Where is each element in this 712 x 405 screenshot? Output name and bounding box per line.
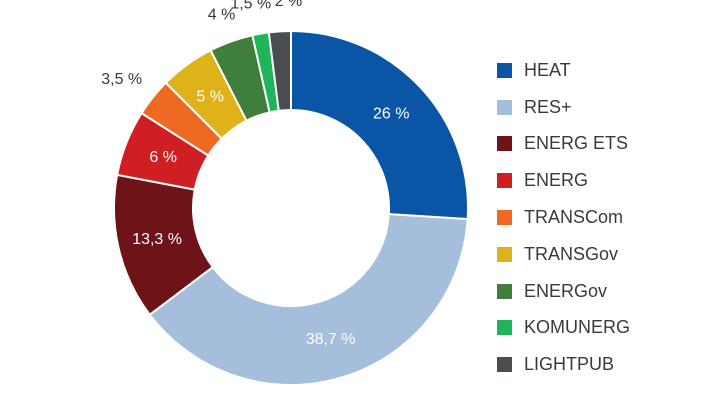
legend: HEAT RES+ ENERG ETS ENERG TRANSCom TRANSGov EN… xyxy=(497,52,697,383)
legend-swatch xyxy=(497,62,512,78)
legend-label: TRANSGov xyxy=(524,243,619,264)
legend-item: LIGHTPUB xyxy=(497,346,697,383)
legend-swatch xyxy=(497,173,512,189)
legend-swatch xyxy=(497,136,512,152)
data-label-transgov: 5 % xyxy=(196,88,224,105)
legend-label: KOMUNERG xyxy=(524,317,631,338)
legend-label: LIGHTPUB xyxy=(524,354,615,375)
legend-label: RES+ xyxy=(524,96,572,117)
data-label-energov: 4 % xyxy=(208,6,236,23)
legend-swatch xyxy=(497,283,512,299)
legend-swatch xyxy=(497,246,512,262)
legend-label: ENERG ETS xyxy=(524,133,629,154)
slice-res- xyxy=(148,213,469,386)
data-label-heat: 26 % xyxy=(373,105,409,122)
data-label-energ-ets: 13,3 % xyxy=(132,231,182,248)
legend-label: TRANSCom xyxy=(524,207,624,228)
data-label-res-: 38,7 % xyxy=(306,331,356,348)
slice-heat xyxy=(290,29,469,221)
legend-item: ENERG xyxy=(497,162,697,199)
data-label-transcom: 3,5 % xyxy=(101,71,142,88)
legend-swatch xyxy=(497,357,512,373)
legend-swatch xyxy=(497,320,512,336)
legend-item: ENERGov xyxy=(497,273,697,310)
legend-item: ENERG ETS xyxy=(497,126,697,163)
legend-item: HEAT xyxy=(497,52,697,89)
slice-lightpub xyxy=(267,29,292,112)
legend-label: ENERGov xyxy=(524,280,608,301)
legend-swatch xyxy=(497,99,512,115)
legend-item: TRANSGov xyxy=(497,236,697,273)
legend-label: ENERG xyxy=(524,170,589,191)
data-label-komunerg: 1,5 % xyxy=(230,0,271,12)
legend-item: TRANSCom xyxy=(497,199,697,236)
legend-item: RES+ xyxy=(497,89,697,126)
legend-label: HEAT xyxy=(524,59,571,80)
data-label-energ: 6 % xyxy=(149,149,177,166)
data-label-lightpub: 2 % xyxy=(275,0,303,10)
legend-swatch xyxy=(497,210,512,226)
legend-item: KOMUNERG xyxy=(497,310,697,347)
